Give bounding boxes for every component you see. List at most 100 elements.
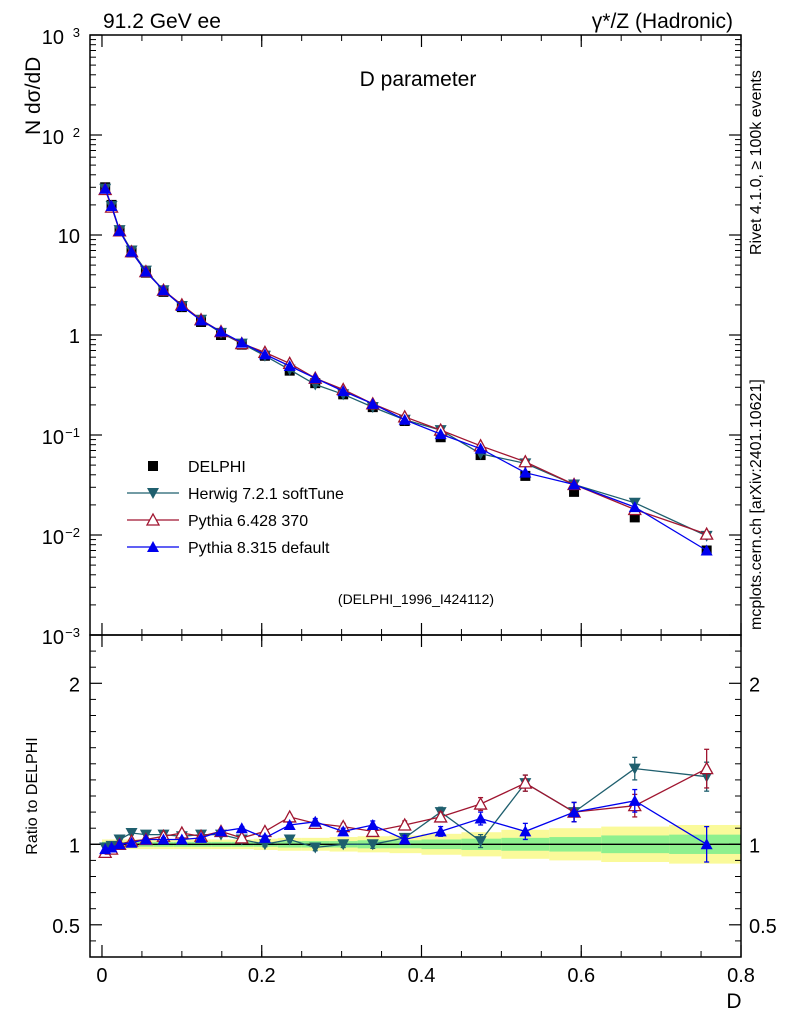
ratio-point-pythia8 (157, 833, 170, 845)
y-tick-label: 10 (42, 627, 64, 649)
ratio-plot-panel: 0.5 0.5 1 1 2 2 0 0.2 0.4 0.6 0.8 Ratio to DELPHI D (24, 634, 777, 1013)
data-point-pythia8 (113, 224, 126, 236)
data-point-pythia8 (139, 265, 152, 277)
legend-marker-herwig (147, 488, 159, 499)
y-tick-label-exponent: −1 (65, 425, 80, 440)
ratio-point-herwig (628, 763, 641, 775)
ratio-y-axis-label: Ratio to DELPHI (24, 737, 41, 854)
ratio-point-pythia8 (519, 825, 532, 837)
ratio-y-tick-label-left: 2 (69, 674, 80, 696)
series-pythia8 (99, 182, 713, 556)
ratio-point-pythia8 (474, 812, 487, 824)
data-point-pythia8 (434, 428, 447, 440)
mcplots-label: mcplots.cern.ch [arXiv:2401.10621] (748, 379, 765, 630)
legend-marker-pythia8 (147, 541, 159, 552)
data-point-pythia8 (519, 466, 532, 478)
ratio-point-pythia8 (568, 806, 581, 818)
y-tick-label: 10 (42, 527, 64, 549)
y-tick-label-exponent: 3 (73, 25, 80, 40)
ratio-point-pythia6 (473, 796, 488, 810)
ratio-point-herwig (309, 842, 322, 854)
ratio-series-pythia8 (99, 788, 713, 863)
data-point-pythia8 (258, 348, 271, 360)
data-point-pythia8 (283, 359, 296, 371)
analysis-id-annotation: (DELPHI_1996_I424112) (338, 591, 494, 607)
data-point-pythia8 (700, 544, 713, 556)
y-tick-label-exponent: −2 (65, 525, 80, 540)
series-line-herwig (104, 188, 707, 537)
ratio-point-pythia6 (699, 761, 714, 775)
legend-label-pythia6: Pythia 6.428 370 (188, 513, 308, 530)
legend-label-herwig: Herwig 7.2.1 softTune (188, 486, 344, 503)
ratio-y-tick-label-right: 1 (749, 835, 760, 857)
legend-marker-delphi (148, 461, 158, 471)
ratio-line-pythia8 (105, 800, 708, 850)
data-point-pythia8 (214, 325, 227, 337)
ratio-point-pythia8 (628, 794, 641, 806)
ratio-y-tick-label-left: 0.5 (52, 916, 80, 938)
ratio-point-pythia8 (283, 818, 296, 830)
ratio-point-pythia6 (234, 830, 249, 844)
data-point-delphi (629, 512, 640, 523)
y-tick-label: 10 (42, 127, 64, 149)
ratio-point-herwig (474, 836, 487, 848)
data-point-pythia8 (105, 199, 118, 211)
data-point-pythia8 (568, 478, 581, 490)
header-process: γ*/Z (Hadronic) (592, 10, 733, 33)
data-point-pythia8 (175, 299, 188, 311)
data-point-pythia8 (337, 385, 350, 397)
ratio-point-pythia8 (113, 838, 126, 850)
ratio-point-pythia8 (195, 831, 208, 843)
ratio-point-pythia8 (258, 831, 271, 843)
ratio-point-pythia8 (125, 836, 138, 848)
data-point-pythia8 (125, 245, 138, 257)
ratio-point-pythia8 (309, 815, 322, 827)
y-tick-label: 1 (69, 326, 80, 348)
ratio-line-herwig (105, 767, 707, 849)
data-point-pythia8 (366, 397, 379, 409)
legend-label-delphi: DELPHI (188, 459, 246, 476)
ratio-point-pythia8 (214, 825, 227, 837)
rivet-version-label: Rivet 4.1.0, ≥ 100k events (748, 70, 765, 255)
legend: DELPHI Herwig 7.2.1 softTune Pythia 6.428 … (127, 459, 344, 557)
ratio-y-tick-label-left: 1 (69, 835, 80, 857)
ratio-point-herwig (283, 834, 296, 846)
y-tick-label: 10 (42, 27, 64, 49)
data-point-pythia8 (195, 314, 208, 326)
ratio-point-pythia8 (139, 833, 152, 845)
data-point-pythia8 (235, 336, 248, 348)
ratio-line-pythia6 (104, 768, 707, 853)
figure-texts: 91.2 GeV ee γ*/Z (Hadronic) Rivet 4.1.0,… (103, 10, 765, 630)
series-line-pythia8 (104, 188, 708, 552)
ratio-y-tick-label-right: 0.5 (749, 916, 777, 938)
y-tick-label: 10 (42, 427, 64, 449)
ratio-point-pythia6 (433, 809, 448, 823)
ratio-point-pythia8 (700, 838, 713, 850)
ratio-point-pythia8 (434, 825, 447, 837)
ratio-point-herwig (125, 828, 138, 840)
ratio-point-herwig (366, 839, 379, 851)
data-point-pythia6 (699, 526, 714, 540)
chart-title: D parameter (360, 68, 477, 91)
ratio-point-pythia6 (365, 824, 380, 838)
ratio-point-pythia8 (105, 841, 118, 853)
ratio-point-pythia8 (175, 833, 188, 845)
x-tick-label: 0.8 (727, 965, 755, 987)
legend-label-pythia8: Pythia 8.315 default (188, 540, 330, 557)
ratio-y-tick-label-right: 2 (749, 674, 760, 696)
series-line-pythia6 (104, 189, 707, 535)
data-point-pythia8 (398, 413, 411, 425)
ratio-point-pythia8 (366, 818, 379, 830)
ratio-plot-frame (89, 634, 742, 958)
y-tick-label-exponent: 2 (73, 125, 80, 140)
legend-marker-pythia6 (145, 512, 161, 526)
x-tick-label: 0.2 (248, 965, 276, 987)
ratio-point-pythia6 (518, 775, 533, 789)
x-tick-label: 0.6 (567, 965, 595, 987)
data-point-pythia8 (157, 284, 170, 296)
header-energy: 91.2 GeV ee (103, 10, 221, 33)
data-point-pythia8 (628, 501, 641, 513)
y-tick-label-exponent: −3 (65, 625, 80, 640)
